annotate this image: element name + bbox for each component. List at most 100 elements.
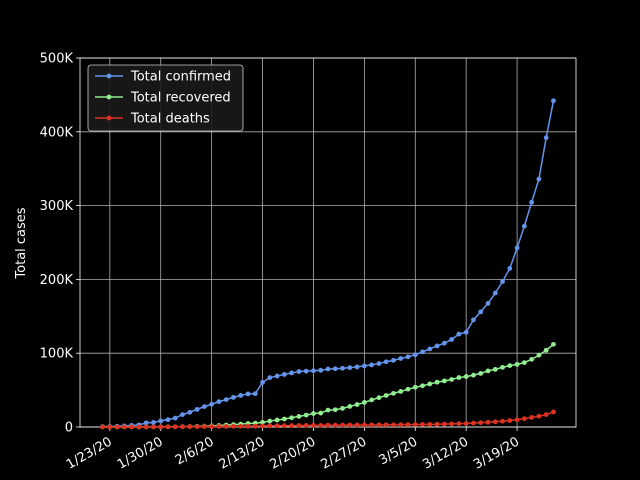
data-point [151, 420, 156, 425]
x-tick-label: 2/13/20 [217, 434, 268, 472]
data-point [143, 420, 149, 426]
data-point [500, 364, 505, 370]
legend-swatch-marker [106, 73, 112, 79]
data-point [434, 343, 440, 349]
data-point [194, 424, 200, 430]
data-point [340, 422, 345, 428]
data-point [441, 421, 447, 427]
data-point [260, 423, 265, 429]
data-point [449, 377, 455, 382]
legend-box [87, 64, 244, 132]
data-point [311, 422, 316, 428]
data-point [471, 372, 476, 378]
data-point [121, 424, 127, 430]
data-point [456, 375, 462, 380]
data-point [180, 412, 185, 418]
data-point [551, 409, 556, 415]
data-point [274, 423, 280, 429]
data-point [281, 423, 287, 429]
data-point [354, 422, 360, 428]
data-point [463, 374, 469, 379]
x-tick-label: 3/19/20 [471, 434, 522, 472]
data-point [136, 424, 142, 430]
y-tick-label: 400K [40, 125, 74, 140]
data-point [420, 383, 425, 389]
data-point [361, 400, 367, 405]
data-point [427, 421, 433, 427]
data-point [281, 372, 287, 377]
data-point [354, 364, 360, 370]
data-point [274, 417, 280, 423]
x-tick-label: 3/5/20 [377, 434, 421, 468]
x-tick-label: 2/27/20 [318, 434, 369, 472]
data-point [238, 393, 244, 398]
data-point [216, 424, 222, 429]
data-point [180, 424, 185, 430]
x-axis-ticks: 1/23/20 1/30/20 2/6/20 2/13/20 2/20/20 2/27/2… [64, 427, 522, 473]
grid [80, 57, 576, 428]
series-1 [100, 98, 556, 429]
data-point [201, 404, 207, 410]
data-point [405, 386, 411, 392]
data-point [216, 399, 222, 405]
data-point [361, 363, 367, 369]
data-point [463, 329, 469, 335]
data-point [398, 389, 404, 394]
data-point [209, 424, 215, 429]
data-point [252, 391, 258, 397]
data-point [231, 423, 236, 429]
y-tick-label: 300K [40, 199, 74, 214]
data-point [500, 279, 505, 284]
legend-label: Total deaths [130, 112, 210, 127]
data-point [223, 397, 229, 403]
data-point [296, 369, 302, 374]
data-point [521, 360, 527, 366]
legend-label: Total confirmed [130, 70, 231, 85]
data-point [209, 401, 215, 407]
series-3 [100, 409, 556, 430]
data-point [303, 368, 309, 374]
data-point [340, 365, 345, 371]
data-point [114, 424, 120, 430]
data-point [420, 349, 425, 355]
data-point [543, 135, 549, 141]
data-point [260, 419, 265, 425]
data-point [391, 357, 396, 363]
data-point [354, 402, 360, 407]
data-point [347, 422, 353, 428]
data-point [311, 411, 316, 416]
data-point [318, 422, 324, 428]
data-point [383, 422, 389, 428]
data-point [485, 419, 491, 425]
data-point [427, 346, 433, 352]
data-point [369, 422, 375, 428]
data-point [478, 309, 484, 315]
data-point [521, 223, 527, 229]
data-point [347, 365, 353, 371]
data-point [427, 381, 433, 387]
data-point [492, 366, 498, 372]
legend-item: Total recovered [95, 91, 231, 106]
data-point [187, 409, 193, 415]
data-point [536, 176, 542, 182]
data-point [303, 412, 309, 418]
data-point [376, 395, 382, 401]
x-tick-label: 1/30/20 [115, 434, 166, 472]
data-point [449, 421, 455, 427]
data-point [194, 406, 200, 412]
data-point [252, 423, 258, 429]
data-point [543, 412, 549, 418]
data-point [231, 394, 236, 400]
y-axis-ticks: 0 100K 200K 300K 400K 500K [40, 52, 80, 436]
data-point [332, 407, 338, 413]
data-point [325, 407, 331, 413]
data-point [514, 417, 520, 423]
data-point [478, 371, 484, 376]
data-point [398, 422, 404, 428]
data-point [325, 422, 331, 428]
data-point [405, 422, 411, 427]
data-point [129, 424, 135, 430]
data-point [325, 366, 331, 372]
data-point [449, 337, 455, 342]
y-tick-label: 0 [65, 421, 73, 436]
